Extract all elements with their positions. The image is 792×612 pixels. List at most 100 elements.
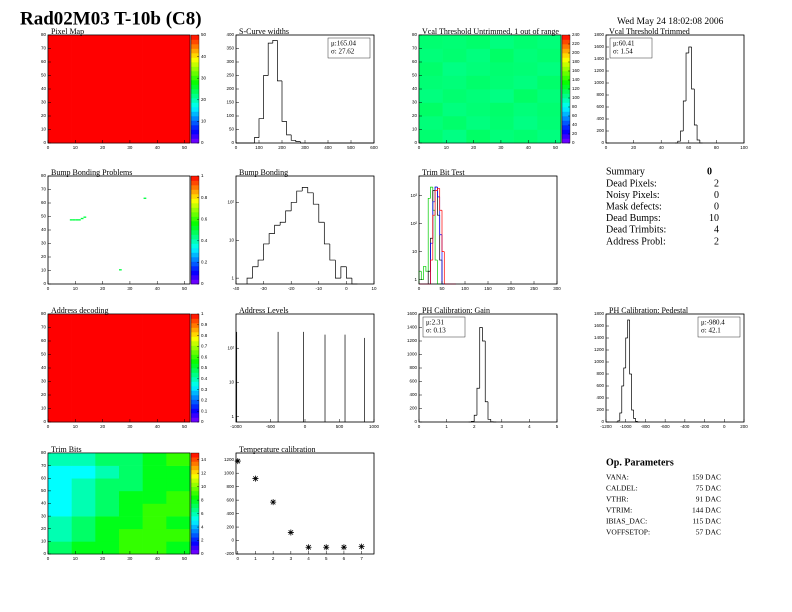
heatmap-cell	[48, 516, 72, 530]
histogram-bin	[423, 265, 426, 280]
heatmap-cell	[142, 490, 167, 504]
heatmap-cell	[490, 102, 514, 117]
colorbar-step	[191, 185, 199, 190]
op-label: CALDEL:	[606, 484, 638, 493]
summary-count: 0	[714, 201, 719, 212]
histogram-bin	[482, 327, 486, 342]
colorbar-step	[191, 503, 199, 509]
colorbar-step	[191, 66, 199, 72]
heatmap-cell	[166, 478, 191, 492]
heatmap-cell	[119, 408, 143, 423]
histogram-bin	[441, 210, 445, 252]
stats-box	[327, 37, 371, 59]
histogram-bin	[329, 243, 336, 261]
colorbar-step	[562, 35, 570, 40]
x-tick-label: 1	[254, 556, 257, 561]
histogram-bin	[290, 134, 296, 141]
panel-title: PH Calibration: Gain	[422, 306, 490, 315]
y-tick-label: 1600	[594, 323, 605, 328]
x-tick-label: 0	[47, 145, 50, 150]
heatmap-cell	[119, 453, 143, 466]
heatmap-cell	[419, 75, 443, 90]
y-tick-label: 10	[229, 237, 235, 242]
colorbar-step	[562, 71, 570, 76]
heatmap-cell	[142, 62, 167, 76]
y-tick-label: 200	[409, 406, 417, 411]
heatmap-cell	[537, 89, 562, 103]
heatmap-cell	[95, 528, 120, 542]
histogram-bin	[484, 341, 488, 403]
colorbar-step	[191, 212, 199, 217]
x-tick-label: 0	[605, 145, 608, 150]
x-tick-label: 30	[498, 145, 504, 150]
x-tick-label: 250	[530, 286, 538, 291]
heatmap-cell	[419, 102, 443, 117]
x-tick-label: 100	[255, 145, 263, 150]
plot-border	[235, 175, 375, 285]
heatmap-cell	[71, 62, 96, 76]
heatmap-cell	[119, 516, 143, 530]
z-tick-label: 0.4	[201, 376, 208, 381]
z-tick-label: 0	[201, 140, 204, 145]
heatmap-cell	[48, 327, 72, 342]
histogram-bin	[272, 40, 278, 44]
x-tick-label: -30	[260, 286, 267, 291]
heatmap-cell	[95, 35, 120, 49]
plot-border	[605, 313, 745, 423]
colorbar-step	[562, 66, 570, 72]
histogram-bin	[437, 188, 440, 191]
z-tick-label: 0.8	[201, 333, 208, 338]
heatmap-cell	[95, 381, 120, 396]
heatmap-cell	[490, 129, 514, 144]
op-value: 144 DAC	[692, 506, 721, 515]
heatmap-cell	[95, 314, 120, 328]
y-tick-label: 1800	[594, 311, 605, 316]
y-tick-label: 400	[409, 392, 417, 397]
heatmap-cell	[142, 48, 167, 63]
histogram-bin	[623, 367, 626, 386]
panel-title: Temperature calibration	[239, 445, 316, 454]
heatmap-cell	[513, 75, 538, 90]
heatmap-cell	[119, 102, 143, 117]
colorbar-step	[191, 62, 199, 67]
panel-title: PH Calibration: Pedestal	[609, 306, 689, 315]
colorbar-step	[191, 363, 199, 369]
x-tick-label: 0	[418, 286, 421, 291]
x-tick-label: -1000	[620, 424, 632, 429]
heatmap-cell	[142, 408, 167, 423]
heatmap-cell	[119, 35, 143, 49]
heatmap-cell	[119, 75, 143, 90]
heatmap-cell	[119, 465, 143, 479]
histogram-bin	[476, 387, 480, 416]
heatmap-cell	[95, 541, 120, 555]
histogram-bin	[629, 320, 632, 375]
heatmap-cell	[119, 541, 143, 555]
colorbar-step	[191, 75, 199, 81]
colorbar-step	[191, 318, 199, 324]
heatmap-cell	[537, 62, 562, 76]
x-tick-label: 30	[127, 145, 133, 150]
x-tick-label: -800	[641, 424, 651, 429]
colorbar-step	[191, 399, 199, 405]
heatmap-cell	[466, 75, 491, 90]
x-tick-label: 3	[501, 424, 504, 429]
colorbar-step	[191, 234, 199, 240]
colorbar-step	[191, 499, 199, 504]
x-tick-label: 0	[47, 424, 50, 429]
y-tick-label: 40	[41, 365, 47, 370]
colorbar-step	[191, 138, 199, 144]
heatmap-cell	[466, 116, 491, 130]
marker	[252, 475, 259, 482]
heatmap-cell	[71, 528, 96, 542]
y-tick-label: 250	[226, 73, 234, 78]
summary-count: 10	[709, 213, 719, 224]
heatmap-cell	[48, 62, 72, 76]
colorbar-step	[562, 39, 570, 45]
heatmap-cell	[490, 62, 514, 76]
heatmap-cell	[513, 48, 538, 63]
y-tick-label: 10	[41, 406, 47, 411]
plot-frame	[47, 175, 191, 285]
pixel	[83, 216, 87, 218]
heatmap-cell	[48, 35, 72, 49]
colorbar-step	[191, 372, 199, 378]
